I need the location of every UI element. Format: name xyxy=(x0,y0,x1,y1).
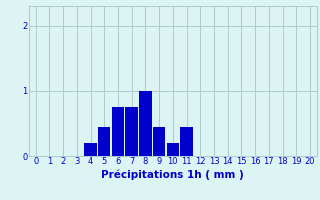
Bar xyxy=(112,107,124,156)
Bar xyxy=(98,127,110,156)
Bar xyxy=(125,107,138,156)
Bar xyxy=(167,143,179,156)
X-axis label: Précipitations 1h ( mm ): Précipitations 1h ( mm ) xyxy=(101,169,244,180)
Bar xyxy=(139,91,152,156)
Bar xyxy=(180,127,193,156)
Bar xyxy=(153,127,165,156)
Bar xyxy=(84,143,97,156)
